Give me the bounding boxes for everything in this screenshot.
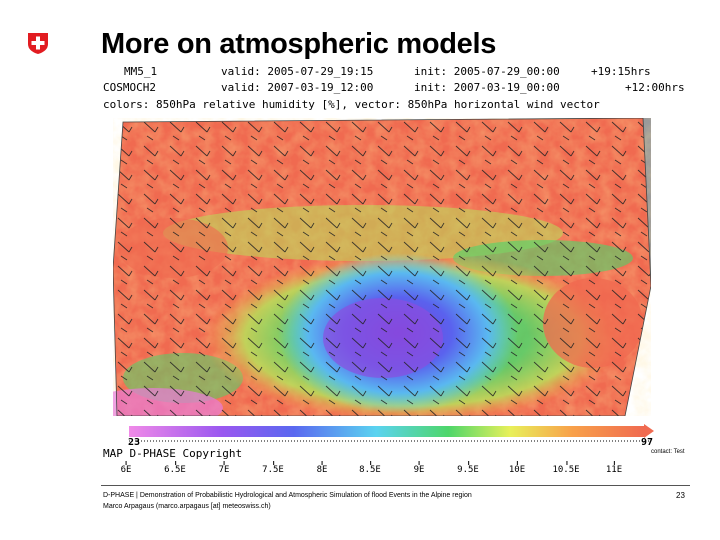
header-init-1: init: 2005-07-29_00:00 xyxy=(414,65,560,78)
humidity-colorbar xyxy=(129,424,654,442)
footer-divider xyxy=(101,485,690,486)
header-colors-description: colors: 850hPa relative humidity [%], ve… xyxy=(103,98,600,111)
page-number: 23 xyxy=(676,491,685,500)
tick-label: 9E xyxy=(413,461,425,475)
tick-label: 7E xyxy=(218,461,230,475)
header-valid-1: valid: 2005-07-29_19:15 xyxy=(221,65,374,78)
colorbar-min-label: 23 xyxy=(128,437,141,448)
tick-label: 6E xyxy=(120,461,132,475)
humidity-wind-map xyxy=(113,118,651,416)
tick-label: 10E xyxy=(508,461,526,475)
tick-label: 8.5E xyxy=(359,461,381,475)
header-init-2: init: 2007-03-19_00:00 xyxy=(414,81,560,94)
map-contact: contact: Test xyxy=(651,449,685,455)
header-model-1: MM5_1 xyxy=(124,65,158,78)
tick-label: 9.5E xyxy=(457,461,479,475)
footer-author: Marco Arpagaus (marco.arpagaus [at] mete… xyxy=(103,503,271,510)
tick-label: 8E xyxy=(316,461,328,475)
header-valid-2: valid: 2007-03-19_12:00 xyxy=(221,81,374,94)
longitude-axis: 6E 6.5E 7E 7.5E 8E 8.5E 9E 9.5E 10E 10.5… xyxy=(120,461,640,485)
header-model-2: COSMOCH2 xyxy=(103,81,156,94)
tick-label: 6.5E xyxy=(164,461,186,475)
slide-title: More on atmospheric models xyxy=(101,28,497,60)
tick-label: 10.5E xyxy=(552,461,580,475)
tick-label: 11E xyxy=(605,461,623,475)
map-copyright: MAP D-PHASE Copyright xyxy=(103,447,243,460)
colorbar-max-label: 97 xyxy=(641,437,654,448)
swiss-cross-logo xyxy=(28,33,48,54)
header-lead-2: +12:00hrs xyxy=(625,81,685,94)
footer-project: D-PHASE | Demonstration of Probabilistic… xyxy=(103,492,472,499)
header-lead-1: +19:15hrs xyxy=(591,65,651,78)
tick-label: 7.5E xyxy=(262,461,284,475)
